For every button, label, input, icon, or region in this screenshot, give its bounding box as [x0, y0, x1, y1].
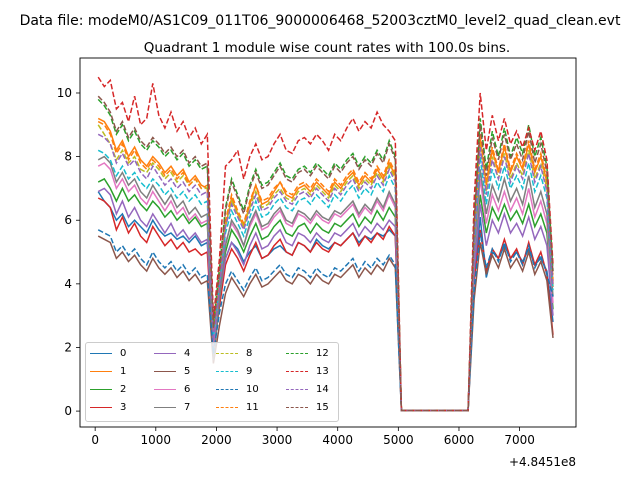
legend-label: 1	[120, 366, 127, 377]
legend-swatch	[216, 353, 238, 354]
x-tick-label: 1000	[141, 433, 172, 447]
legend-label: 15	[316, 402, 329, 413]
y-tick-label: 4	[64, 277, 72, 291]
legend-label: 8	[246, 348, 253, 359]
legend-swatch	[286, 389, 308, 390]
series-line-5	[97, 235, 554, 412]
file-suptitle: Data file: modeM0/AS1C09_011T06_90000064…	[20, 13, 621, 29]
legend-swatch	[286, 407, 308, 408]
legend-swatch	[216, 371, 238, 372]
series-line-0	[97, 191, 554, 412]
legend-label: 11	[246, 402, 259, 413]
chart-title: Quadrant 1 module wise count rates with …	[144, 40, 510, 56]
y-tick-label: 6	[64, 213, 72, 227]
x-tick-label: 4000	[322, 433, 353, 447]
legend-swatch	[90, 353, 112, 354]
plot-frame	[79, 57, 577, 428]
legend-label: 0	[120, 348, 127, 359]
legend-label: 12	[316, 348, 329, 359]
legend-swatch	[90, 371, 112, 372]
legend-label: 10	[246, 384, 259, 395]
series-line-11	[97, 120, 554, 412]
legend-label: 6	[184, 384, 191, 395]
y-axis: 0 2 4 6 8 10	[57, 86, 80, 418]
legend-swatch	[154, 407, 176, 408]
x-tick-label: 3000	[262, 433, 293, 447]
x-tick-label: 0	[91, 433, 99, 447]
legend-label: 5	[184, 366, 191, 377]
series-layer	[97, 76, 554, 412]
legend-label: 3	[120, 402, 127, 413]
legend-label: 9	[246, 366, 253, 377]
y-tick-label: 10	[57, 86, 72, 100]
y-tick-label: 2	[64, 340, 72, 354]
legend-swatch	[90, 389, 112, 390]
legend-swatch	[154, 353, 176, 354]
x-tick-label: 5000	[383, 433, 414, 447]
x-tick-label: 6000	[444, 433, 475, 447]
legend-label: 13	[316, 366, 329, 377]
series-line-10	[97, 229, 554, 412]
legend-label: 2	[120, 384, 127, 395]
legend-label: 14	[316, 384, 329, 395]
x-offset-label: +4.8451e8	[509, 455, 576, 469]
series-line-4	[97, 187, 554, 412]
series-line-3	[97, 197, 554, 412]
y-tick-label: 8	[64, 150, 72, 164]
y-tick-label: 0	[64, 404, 72, 418]
series-line-14	[97, 133, 554, 412]
x-axis: 0 1000 2000 3000 4000 5000 6000 7000	[91, 427, 535, 447]
legend-label: 4	[184, 348, 191, 359]
series-line-12	[97, 98, 554, 412]
legend-swatch	[216, 389, 238, 390]
legend-swatch	[286, 371, 308, 372]
chart-legend: 0 1 2 3 4 5 6 7 8 9 10 11 12 13 14 15	[85, 342, 339, 422]
legend-swatch	[216, 407, 238, 408]
legend-swatch	[286, 353, 308, 354]
x-tick-label: 2000	[201, 433, 232, 447]
series-line-13	[97, 76, 554, 412]
series-line-15	[97, 95, 554, 412]
legend-label: 7	[184, 402, 191, 413]
legend-swatch	[154, 371, 176, 372]
legend-swatch	[154, 389, 176, 390]
legend-swatch	[90, 407, 112, 408]
x-tick-label: 7000	[504, 433, 535, 447]
